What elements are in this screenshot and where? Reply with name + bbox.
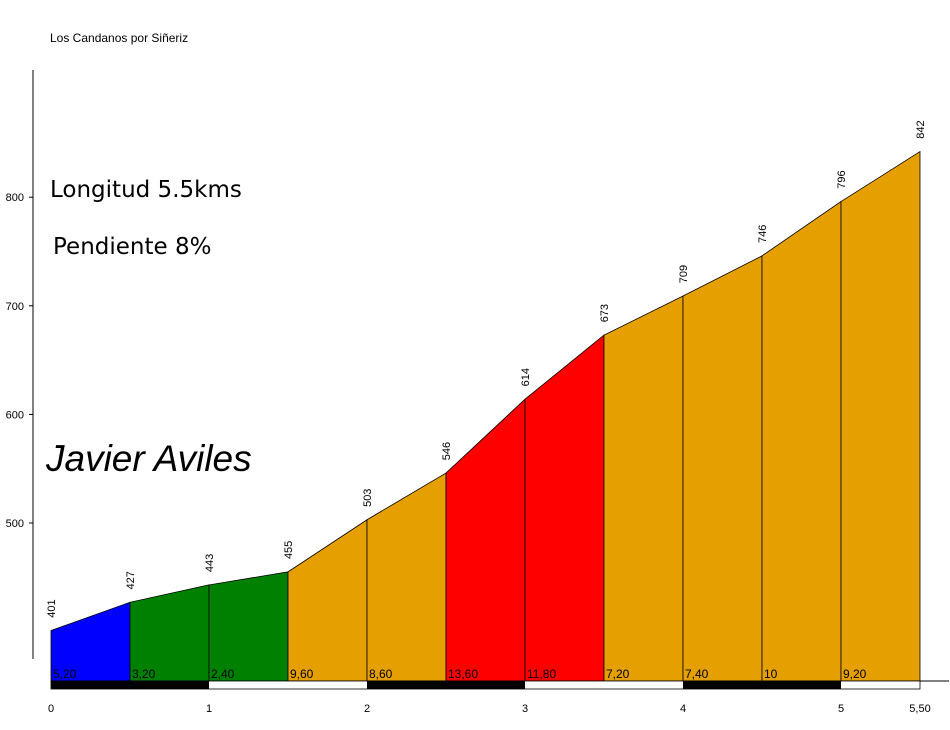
y-tick-label: 600 bbox=[6, 409, 24, 421]
segment-gradient-label: 2,40 bbox=[211, 667, 235, 681]
chart-title: Los Candanos por Siñeriz bbox=[50, 31, 189, 45]
segment-gradient-label: 9,60 bbox=[290, 667, 314, 681]
x-tick-label: 5,50 bbox=[909, 703, 930, 715]
segment-gradient-label: 10 bbox=[764, 667, 778, 681]
profile-segment bbox=[603, 295, 684, 682]
elevation-label: 673 bbox=[599, 304, 611, 322]
gradient-label: Pendiente 8% bbox=[53, 234, 212, 260]
profile-segment bbox=[287, 518, 368, 682]
elevation-label: 427 bbox=[125, 571, 137, 589]
x-tick-label: 2 bbox=[364, 703, 370, 715]
segment-gradient-label: 9,20 bbox=[843, 667, 867, 681]
profile-segment bbox=[524, 334, 605, 682]
x-tick-label: 3 bbox=[522, 703, 528, 715]
elevation-label: 546 bbox=[441, 442, 453, 460]
elevation-label: 746 bbox=[757, 225, 769, 243]
segment-gradient-label: 7,40 bbox=[685, 667, 709, 681]
elevation-label: 614 bbox=[520, 368, 532, 386]
profile-segment bbox=[366, 472, 447, 682]
x-tick-label: 5 bbox=[838, 703, 844, 715]
elevation-label: 401 bbox=[46, 599, 58, 617]
elevation-label: 709 bbox=[678, 265, 690, 283]
elevation-label: 443 bbox=[204, 554, 216, 572]
elevation-label: 503 bbox=[362, 489, 374, 507]
x-tick-label: 4 bbox=[680, 703, 686, 715]
length-label: Longitud 5.5kms bbox=[50, 177, 242, 203]
elevation-label: 842 bbox=[915, 120, 927, 138]
segment-gradient-label: 8,60 bbox=[369, 667, 393, 681]
elevation-label: 796 bbox=[836, 170, 848, 188]
scale-bar-block bbox=[683, 681, 841, 689]
y-tick-label: 500 bbox=[6, 518, 24, 530]
profile-segment bbox=[682, 255, 763, 682]
profile-segment bbox=[445, 398, 526, 682]
y-tick-label: 700 bbox=[6, 301, 24, 313]
profile-segment bbox=[840, 150, 921, 682]
x-tick-label: 0 bbox=[48, 703, 54, 715]
author-label: Javier Aviles bbox=[46, 438, 252, 479]
segment-gradient-label: 13,60 bbox=[448, 667, 478, 681]
segment-gradient-label: 11,80 bbox=[527, 667, 556, 681]
segment-gradient-label: 5,20 bbox=[53, 667, 77, 681]
profile-segment bbox=[208, 571, 289, 682]
segment-gradient-label: 3,20 bbox=[132, 667, 156, 681]
profile-segment bbox=[761, 200, 842, 682]
x-tick-label: 1 bbox=[206, 703, 212, 715]
elevation-label: 455 bbox=[283, 541, 295, 559]
scale-bar-block bbox=[367, 681, 525, 689]
segment-gradient-label: 7,20 bbox=[606, 667, 630, 681]
y-tick-label: 800 bbox=[6, 192, 24, 204]
scale-bar-block bbox=[51, 681, 209, 689]
